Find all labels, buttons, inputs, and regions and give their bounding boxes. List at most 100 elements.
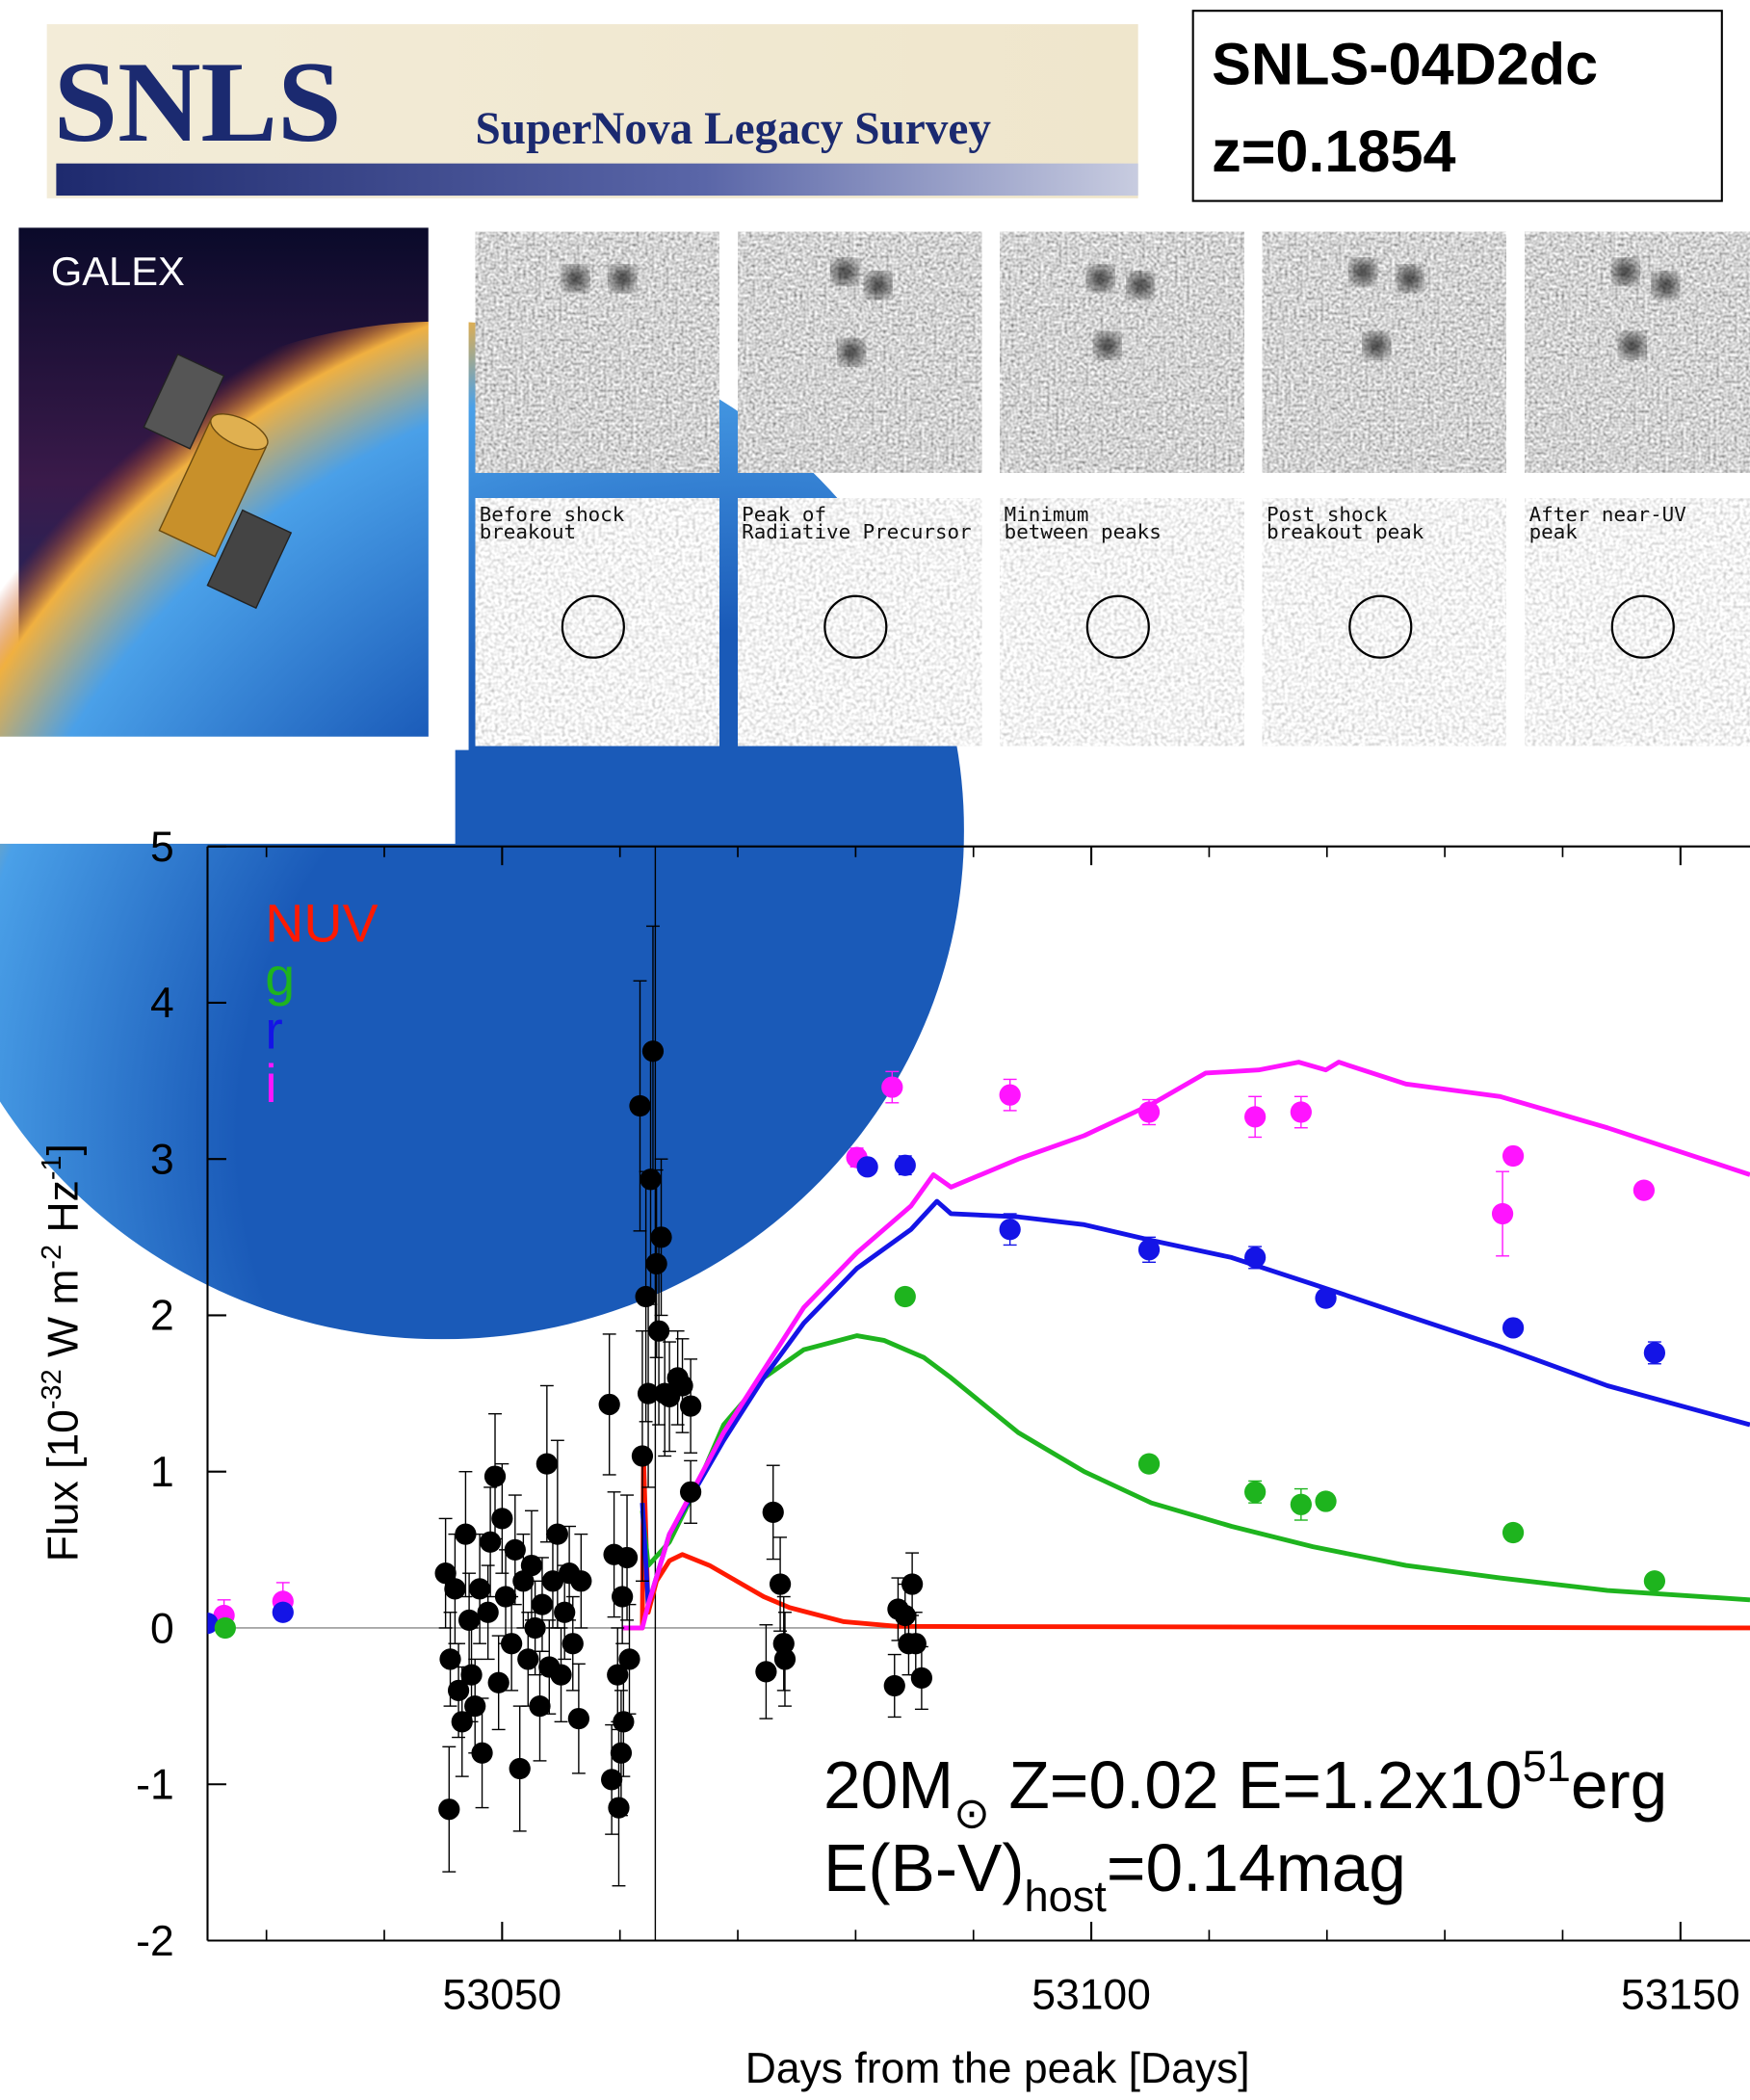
thumbnail-bottom [738, 498, 982, 747]
data-point [457, 1609, 481, 1631]
plot: Days from the peak [Days] Flux [10-32 W … [37, 824, 1750, 2092]
thumbnail-label: Post shock [1267, 503, 1388, 526]
x-tick-label: 53050 [443, 1971, 562, 2018]
data-point [641, 1040, 665, 1063]
y-axis-label: Flux [10-32 W m-2 Hz-1] [37, 1143, 88, 1562]
data-point [1244, 1106, 1267, 1128]
data-point [524, 1616, 546, 1640]
data-point [1244, 1247, 1267, 1269]
data-point [471, 1742, 493, 1764]
thumbnail-label: Radiative Precursor [742, 520, 971, 543]
data-point [520, 1554, 543, 1577]
data-point [491, 1508, 513, 1530]
target-circle [561, 594, 625, 659]
data-point [904, 1633, 927, 1655]
text-part: erg [1571, 1747, 1667, 1823]
thumbnail-label: Before shock [480, 503, 625, 526]
source-blob [866, 273, 891, 298]
thumbnail-label: peak [1529, 520, 1579, 543]
text-part: Flux [10 [40, 1409, 88, 1562]
y-tick-label: 3 [150, 1136, 174, 1183]
data-point [444, 1578, 466, 1600]
y-tick-label: 0 [150, 1605, 174, 1652]
object-name: SNLS-04D2dc [1212, 32, 1598, 97]
target-circle [1610, 594, 1675, 659]
data-point [1315, 1490, 1337, 1512]
data-point [598, 1393, 620, 1416]
text-part: 20M [823, 1747, 953, 1823]
x-tick-label: 53150 [1621, 1971, 1740, 2018]
model-line [622, 1454, 1750, 1631]
source-blob [1350, 259, 1375, 284]
text-part: Z=0.02 E=1.2x10 [990, 1747, 1523, 1823]
data-point [1137, 1239, 1161, 1261]
source-blob [1128, 273, 1153, 298]
y-tick-label: 4 [150, 980, 174, 1027]
data-point [1632, 1179, 1656, 1201]
data-point [455, 1523, 477, 1545]
data-point [999, 1084, 1021, 1106]
legend-entry: r [265, 1001, 283, 1061]
y-tick-label: -1 [136, 1762, 174, 1809]
data-point [479, 1531, 502, 1553]
thumbnail-label: between peaks [1005, 520, 1162, 543]
data-point [550, 1664, 572, 1686]
source-blob [1095, 333, 1120, 358]
thumbnail-label: Minimum [1005, 503, 1089, 526]
data-point [460, 1664, 483, 1686]
data-point [856, 1156, 878, 1178]
data-point [910, 1667, 933, 1690]
legend-entry: NUV [265, 893, 378, 953]
data-point [1502, 1144, 1525, 1168]
y-tick-label: 5 [150, 824, 174, 871]
data-point [531, 1593, 554, 1615]
source-blob [563, 266, 588, 291]
data-point [562, 1633, 584, 1655]
data-point [1643, 1342, 1666, 1364]
data-point [901, 1573, 924, 1595]
data-point [679, 1395, 702, 1417]
data-point [618, 1648, 640, 1670]
data-point [755, 1661, 777, 1683]
y-tick-label: -2 [136, 1918, 174, 1965]
data-point [894, 1285, 916, 1308]
data-point [637, 1382, 660, 1404]
banner-subtitle: SuperNova Legacy Survey [476, 104, 992, 154]
data-point [1137, 1101, 1161, 1123]
data-point [615, 1546, 639, 1569]
model-line [622, 1060, 1750, 1631]
data-point [762, 1501, 784, 1524]
source-blob [1397, 266, 1423, 291]
data-point [546, 1523, 568, 1545]
text-part: host [1024, 1872, 1107, 1921]
text-part: -1 [37, 1155, 67, 1180]
data-point [483, 1465, 507, 1487]
text-part: W m [40, 1270, 88, 1370]
data-point [1290, 1493, 1312, 1515]
data-point [999, 1219, 1021, 1241]
data-point [477, 1601, 499, 1623]
thumbnail-bottom [475, 498, 719, 747]
data-point [504, 1538, 526, 1561]
data-point [650, 1226, 672, 1248]
text-part: 51 [1523, 1742, 1571, 1791]
data-point [567, 1707, 589, 1730]
data-point [272, 1601, 294, 1623]
data-point [608, 1797, 630, 1819]
y-tick-label: 2 [150, 1293, 174, 1340]
data-point [894, 1154, 916, 1176]
data-point [1502, 1317, 1525, 1339]
data-point [1315, 1287, 1337, 1309]
data-point [464, 1694, 486, 1718]
data-point [1643, 1570, 1666, 1592]
x-tick-label: 53100 [1032, 1971, 1151, 2018]
data-point [451, 1711, 473, 1733]
data-point [679, 1481, 702, 1503]
data-point [468, 1578, 491, 1600]
data-point [671, 1375, 693, 1397]
data-point [613, 1711, 635, 1733]
data-point [610, 1742, 633, 1764]
data-point [881, 1076, 903, 1098]
data-point [214, 1616, 236, 1640]
